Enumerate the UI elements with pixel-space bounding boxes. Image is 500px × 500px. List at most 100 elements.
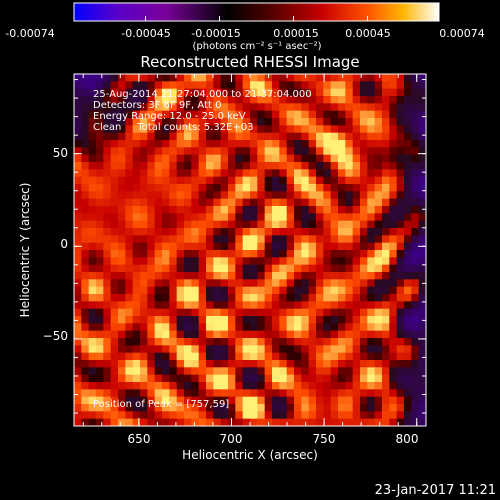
heatmap-cell bbox=[103, 301, 112, 310]
heatmap-cell bbox=[264, 242, 273, 251]
heatmap-cell bbox=[294, 330, 302, 339]
heatmap-cell bbox=[294, 338, 302, 346]
heatmap-cell bbox=[411, 235, 420, 244]
heatmap-cell bbox=[250, 81, 258, 90]
heatmap-cell bbox=[110, 81, 119, 90]
heatmap-cell bbox=[81, 169, 90, 178]
heatmap-cell bbox=[396, 235, 405, 244]
heatmap-cell bbox=[74, 184, 82, 192]
heatmap-cell bbox=[330, 250, 339, 258]
heatmap-cell bbox=[250, 308, 258, 317]
heatmap-cell bbox=[103, 132, 112, 141]
heatmap-cell bbox=[360, 228, 368, 236]
heatmap-cell bbox=[103, 184, 112, 192]
heatmap-cell bbox=[374, 389, 383, 398]
heatmap-cell bbox=[323, 242, 332, 251]
heatmap-cell bbox=[96, 404, 104, 412]
heatmap-cell bbox=[418, 404, 427, 412]
heatmap-cell bbox=[88, 118, 97, 126]
heatmap-cell bbox=[389, 162, 398, 170]
heatmap-cell bbox=[301, 411, 310, 420]
heatmap-cell bbox=[338, 404, 346, 412]
heatmap-cell bbox=[264, 272, 273, 280]
heatmap-cell bbox=[294, 147, 302, 156]
heatmap-cell bbox=[103, 147, 112, 156]
heatmap-cell bbox=[74, 352, 82, 361]
heatmap-cell bbox=[396, 81, 405, 90]
heatmap-cell bbox=[308, 169, 317, 178]
heatmap-cell bbox=[264, 191, 273, 200]
heatmap-cell bbox=[316, 198, 324, 207]
heatmap-cell bbox=[374, 74, 383, 82]
heatmap-cell bbox=[147, 272, 156, 280]
heatmap-cell bbox=[286, 352, 295, 361]
heatmap-cell bbox=[88, 220, 97, 229]
heatmap-cell bbox=[147, 228, 156, 236]
heatmap-cell bbox=[257, 279, 266, 288]
heatmap-cell bbox=[191, 374, 200, 383]
heatmap-cell bbox=[396, 125, 405, 134]
heatmap-cell bbox=[250, 191, 258, 200]
heatmap-cell bbox=[132, 286, 141, 295]
heatmap-cell bbox=[184, 81, 192, 90]
heatmap-cell bbox=[308, 154, 317, 163]
heatmap-cell bbox=[154, 286, 163, 295]
heatmap-cell bbox=[147, 330, 156, 339]
heatmap-cell bbox=[184, 382, 192, 390]
heatmap-cell bbox=[110, 206, 119, 214]
heatmap-cell bbox=[418, 338, 427, 346]
heatmap-cell bbox=[418, 345, 427, 354]
heatmap-cell bbox=[74, 96, 82, 104]
heatmap-cell bbox=[184, 125, 192, 134]
heatmap-cell bbox=[330, 235, 339, 244]
heatmap-cell bbox=[330, 411, 339, 420]
heatmap-cell bbox=[191, 294, 200, 302]
heatmap-cell bbox=[389, 382, 398, 390]
heatmap-cell bbox=[81, 162, 90, 170]
heatmap-cell bbox=[316, 169, 324, 178]
heatmap-cell bbox=[257, 404, 266, 412]
heatmap-cell bbox=[140, 235, 148, 244]
heatmap-cell bbox=[250, 294, 258, 302]
heatmap-cell bbox=[96, 396, 104, 405]
heatmap-cell bbox=[301, 242, 310, 251]
heatmap-cell bbox=[308, 213, 317, 222]
heatmap-cell bbox=[81, 323, 90, 332]
heatmap-cell bbox=[382, 286, 390, 295]
heatmap-cell bbox=[264, 147, 273, 156]
colorbar-tick-label-0: -0.00074 bbox=[5, 27, 54, 40]
heatmap-cell bbox=[242, 147, 251, 156]
heatmap-cell bbox=[301, 132, 310, 141]
heatmap-cell bbox=[338, 374, 346, 383]
heatmap-cell bbox=[228, 367, 236, 376]
heatmap-cell bbox=[118, 206, 126, 214]
heatmap-cell bbox=[81, 235, 90, 244]
heatmap-cell bbox=[316, 96, 324, 104]
heatmap-cell bbox=[411, 228, 420, 236]
heatmap-cell bbox=[162, 132, 170, 141]
heatmap-cell bbox=[206, 316, 214, 324]
heatmap-cell bbox=[286, 228, 295, 236]
heatmap-cell bbox=[110, 96, 119, 104]
heatmap-cell bbox=[242, 404, 251, 412]
heatmap-cell bbox=[411, 162, 420, 170]
heatmap-cell bbox=[404, 389, 412, 398]
heatmap-cell bbox=[213, 198, 222, 207]
heatmap-cell bbox=[301, 360, 310, 368]
y-tick-label-0: 0 bbox=[60, 237, 68, 251]
heatmap-cell bbox=[257, 81, 266, 90]
heatmap-cell bbox=[103, 162, 112, 170]
heatmap-cell bbox=[352, 264, 361, 273]
heatmap-cell bbox=[345, 74, 354, 82]
heatmap-cell bbox=[242, 132, 251, 141]
heatmap-cell bbox=[235, 360, 244, 368]
heatmap-cell bbox=[338, 96, 346, 104]
heatmap-cell bbox=[352, 242, 361, 251]
heatmap-cell bbox=[308, 140, 317, 148]
heatmap-cell bbox=[154, 74, 163, 82]
heatmap-cell bbox=[294, 140, 302, 148]
heatmap-cell bbox=[110, 103, 119, 112]
heatmap-cell bbox=[396, 382, 405, 390]
heatmap-cell bbox=[308, 360, 317, 368]
heatmap-cell bbox=[96, 360, 104, 368]
